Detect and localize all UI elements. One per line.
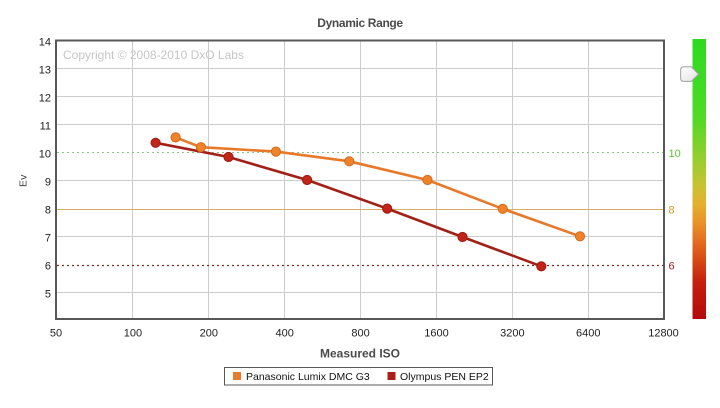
svg-text:200: 200 (200, 328, 218, 340)
svg-text:800: 800 (351, 328, 369, 340)
svg-text:6: 6 (45, 261, 51, 273)
svg-text:1600: 1600 (424, 328, 448, 340)
svg-text:Ev: Ev (18, 174, 30, 187)
svg-text:Olympus PEN EP2: Olympus PEN EP2 (400, 371, 489, 383)
svg-text:9: 9 (45, 177, 51, 189)
svg-text:10: 10 (669, 148, 681, 160)
svg-text:12: 12 (39, 93, 51, 105)
svg-text:50: 50 (50, 328, 62, 340)
svg-text:6: 6 (669, 261, 675, 273)
svg-text:5: 5 (45, 289, 51, 301)
svg-text:12800: 12800 (648, 328, 679, 340)
svg-text:7: 7 (45, 233, 51, 245)
svg-text:14: 14 (39, 37, 51, 49)
svg-text:100: 100 (124, 328, 142, 340)
svg-text:8: 8 (45, 205, 51, 217)
svg-text:Copyright © 2008-2010 DxO Labs: Copyright © 2008-2010 DxO Labs (63, 48, 244, 62)
svg-text:Panasonic Lumix DMC G3: Panasonic Lumix DMC G3 (246, 371, 370, 383)
svg-text:11: 11 (40, 121, 51, 133)
svg-text:6400: 6400 (576, 328, 600, 340)
svg-text:13: 13 (39, 65, 51, 77)
svg-text:8: 8 (669, 205, 675, 217)
svg-text:400: 400 (276, 328, 294, 340)
svg-text:Dynamic Range: Dynamic Range (317, 16, 403, 30)
svg-text:Measured ISO: Measured ISO (320, 347, 400, 361)
svg-text:3200: 3200 (500, 328, 524, 340)
svg-text:10: 10 (39, 149, 51, 161)
